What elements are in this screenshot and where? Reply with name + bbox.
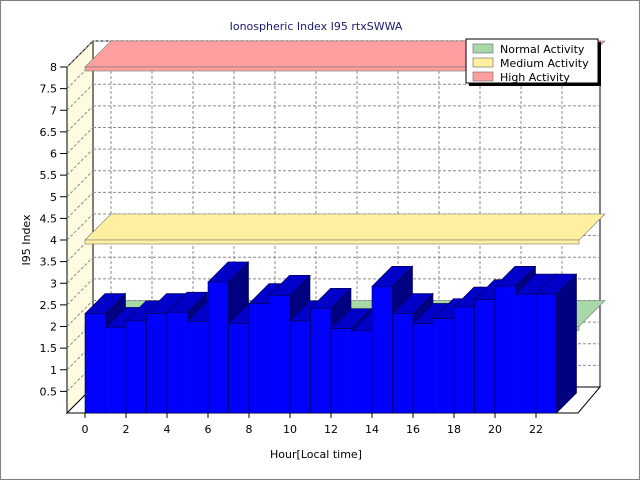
- y-axis-label: I95 Index: [20, 214, 33, 266]
- gridline-side: [66, 127, 94, 154]
- x-tick-label: 14: [365, 423, 379, 436]
- y-tick-label: 6.5: [40, 126, 58, 139]
- y-tick-label: 5.5: [40, 169, 58, 182]
- chart-title: Ionospheric Index I95 rtxSWWA: [230, 20, 403, 33]
- x-axis-label: Hour[Local time]: [270, 448, 362, 461]
- y-tick-label: 5: [50, 191, 57, 204]
- legend-swatch: [472, 71, 494, 82]
- gridline-side: [66, 170, 94, 198]
- legend-label: Normal Activity: [500, 43, 585, 56]
- x-tick-label: 8: [246, 423, 253, 436]
- y-tick-label: 4: [50, 234, 57, 247]
- x-tick-label: 22: [529, 423, 543, 436]
- gridline-side: [66, 278, 94, 306]
- gridline-side: [66, 148, 94, 176]
- gridline-side: [66, 83, 94, 111]
- x-tick-label: 10: [283, 423, 297, 436]
- bar-series: [84, 261, 578, 414]
- y-tick-label: 2.5: [40, 299, 58, 312]
- y-tick-label: 2: [50, 321, 57, 334]
- legend-swatch: [472, 43, 494, 54]
- y-tick-label: 1.5: [40, 342, 58, 355]
- x-tick-label: 16: [406, 423, 420, 436]
- legend-item-high-activity: High Activity: [472, 71, 570, 84]
- x-tick-label: 12: [324, 423, 338, 436]
- gridline-side: [66, 105, 94, 133]
- gridline-side: [66, 213, 94, 241]
- y-tick-label: 6: [50, 148, 57, 161]
- y-tick-label: 0.5: [40, 385, 58, 398]
- gridline-side: [66, 40, 94, 68]
- legend-item-medium-activity: Medium Activity: [472, 57, 589, 70]
- gridline-side: [66, 192, 94, 219]
- x-axis-ticks: 0 2 4 6 8 10 12 14 16 18 20 22: [82, 413, 543, 436]
- x-tick-label: 20: [488, 423, 502, 436]
- legend-label: High Activity: [500, 71, 570, 84]
- x-tick-label: 18: [447, 423, 461, 436]
- y-tick-label: 3.5: [40, 256, 58, 269]
- legend-item-normal-activity: Normal Activity: [472, 43, 585, 56]
- y-tick-label: 4.5: [40, 212, 58, 225]
- y-axis-ticks: 0.5 1 1.5 2 2.5 3 3.5 4 4.5 5 5.5 6 6.5 7 7.5 8: [40, 61, 67, 398]
- bar-hour-22: [535, 273, 578, 414]
- y-tick-label: 7: [50, 104, 57, 117]
- y-tick-label: 8: [50, 61, 57, 74]
- x-tick-label: 6: [205, 423, 212, 436]
- x-tick-label: 0: [82, 423, 89, 436]
- y-tick-label: 3: [50, 277, 57, 290]
- x-tick-label: 2: [123, 423, 130, 436]
- legend-swatch: [472, 57, 494, 68]
- gridline-side: [66, 256, 94, 284]
- x-tick-label: 4: [164, 423, 171, 436]
- gridline-side: [66, 300, 94, 327]
- band-medium-activity: [84, 213, 606, 245]
- y-tick-label: 1: [50, 364, 57, 377]
- legend-label: Medium Activity: [500, 57, 589, 70]
- y-tick-label: 7.5: [40, 83, 58, 96]
